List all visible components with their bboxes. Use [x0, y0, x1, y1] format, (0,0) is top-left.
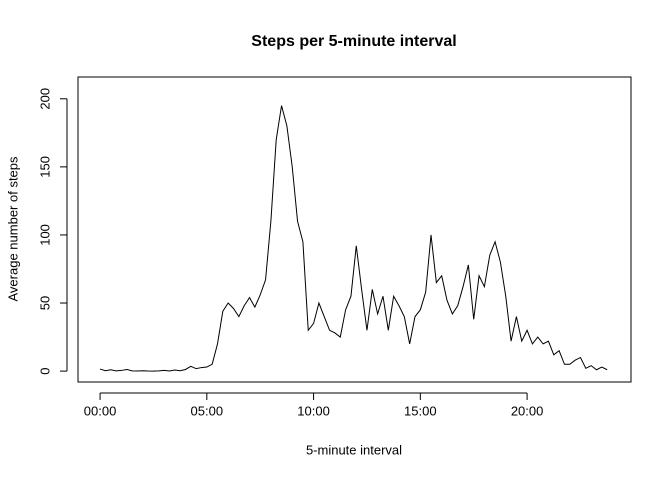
y-axis-label: Average number of steps [5, 156, 20, 302]
y-tick-label: 100 [37, 224, 52, 246]
data-line [99, 105, 608, 372]
y-tick-label: 200 [37, 88, 52, 110]
x-tick-label: 00:00 [84, 403, 117, 418]
y-tick-label: 0 [37, 367, 52, 374]
x-tick-label: 10:00 [297, 403, 330, 418]
x-tick-label: 15:00 [404, 403, 437, 418]
x-tick-label: 05:00 [191, 403, 224, 418]
x-tick-label: 20:00 [511, 403, 544, 418]
y-tick-label: 50 [37, 296, 52, 310]
plot-box [77, 76, 632, 383]
chart-title: Steps per 5-minute interval [251, 33, 456, 50]
y-tick-label: 150 [37, 156, 52, 178]
x-axis-label: 5-minute interval [306, 442, 402, 457]
